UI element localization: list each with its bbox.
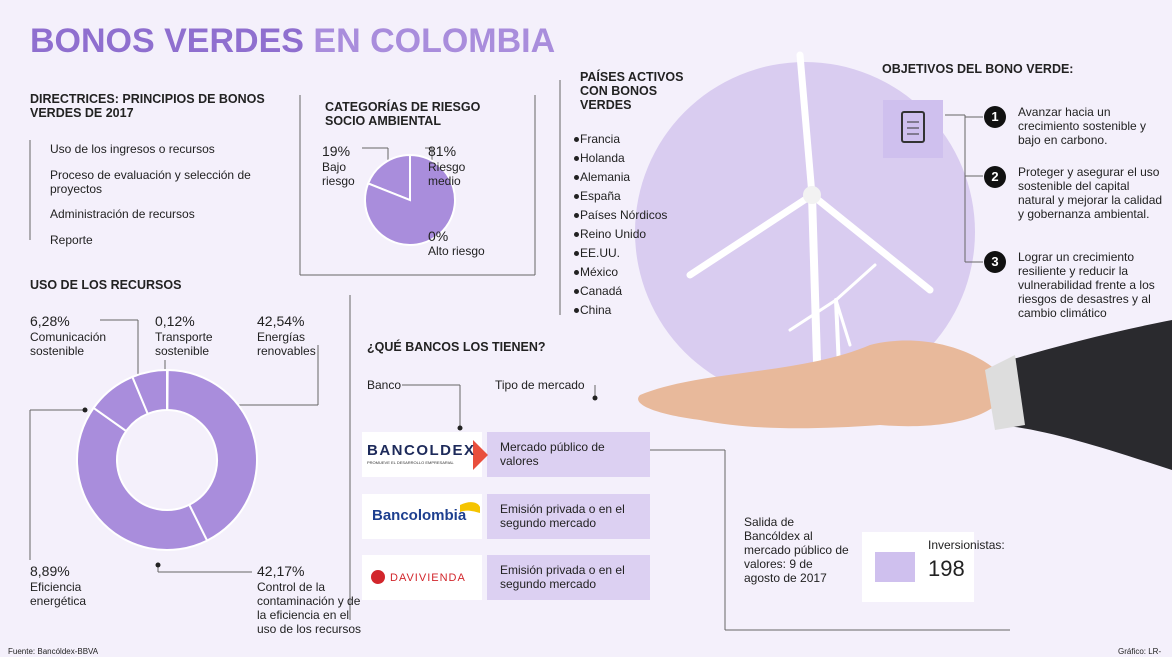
label: Comunicación sostenible bbox=[30, 330, 107, 358]
slice bbox=[364, 153, 456, 246]
bullet bbox=[574, 232, 579, 237]
value: 198 bbox=[928, 556, 965, 581]
section-title: DIRECTRICES: PRINCIPIOS DE BONOS VERDES … bbox=[30, 92, 265, 120]
label: Alto riesgo bbox=[428, 244, 485, 258]
bullet bbox=[574, 251, 579, 256]
value-label: 81% bbox=[428, 143, 457, 159]
section-title: CATEGORÍAS DE RIESGO SOCIO AMBIENTAL bbox=[325, 100, 481, 128]
title-main: BONOS VERDES bbox=[30, 22, 304, 60]
market-type: Emisión privada o en el segundo mercado bbox=[500, 502, 625, 530]
slice bbox=[366, 153, 411, 202]
value-label: 19% bbox=[322, 143, 351, 159]
list-item: Reino Unido bbox=[580, 227, 647, 241]
list-item: Holanda bbox=[580, 151, 625, 165]
objective-text: Lograr un crecimiento resiliente y reduc… bbox=[1018, 250, 1155, 320]
bank-logo: Bancolombia bbox=[372, 507, 467, 524]
slice bbox=[166, 368, 258, 542]
section-title: ¿QUÉ BANCOS LOS TIENEN? bbox=[367, 340, 546, 354]
label: Eficiencia energética bbox=[30, 580, 87, 608]
title: BONOS VERDES EN COLOMBIA bbox=[30, 22, 555, 60]
list-item: Proceso de evaluación y selección de pro… bbox=[50, 168, 251, 196]
column-header: Banco bbox=[367, 378, 402, 392]
bullet bbox=[574, 213, 579, 218]
label: Control de la contaminación y de la efic… bbox=[257, 580, 362, 636]
column-header: Tipo de mercado bbox=[495, 378, 585, 392]
market-type: Mercado público de valores bbox=[500, 440, 605, 468]
note: Salida de Bancóldex al mercado público d… bbox=[744, 515, 849, 585]
value-label: 0% bbox=[428, 228, 449, 244]
label: Bajo riesgo bbox=[322, 160, 355, 188]
list-item: Países Nórdicos bbox=[580, 208, 668, 222]
list-item: Alemania bbox=[580, 170, 631, 184]
bullet bbox=[574, 308, 579, 313]
slice bbox=[76, 406, 209, 551]
list-item: Canadá bbox=[580, 284, 623, 298]
list-item: España bbox=[580, 189, 621, 203]
source: Fuente: Bancóldex-BBVA bbox=[8, 647, 99, 656]
section-title: USO DE LOS RECURSOS bbox=[30, 278, 182, 292]
bullet bbox=[574, 137, 579, 142]
number-badge: 1 bbox=[984, 106, 1006, 128]
list-item: México bbox=[580, 265, 619, 279]
bullet bbox=[574, 156, 579, 161]
slice bbox=[131, 368, 168, 416]
list-item: Administración de recursos bbox=[50, 207, 195, 221]
bullet bbox=[574, 194, 579, 199]
label: Transporte sostenible bbox=[155, 330, 213, 358]
bank-logo: BANCOLDEX bbox=[367, 442, 476, 459]
bullet bbox=[574, 175, 579, 180]
list-item: Reporte bbox=[50, 233, 93, 247]
value-label: 42,54% bbox=[257, 313, 305, 329]
title-rest: EN COLOMBIA bbox=[313, 22, 556, 60]
objective-text: Avanzar hacia un crecimiento sostenible … bbox=[1018, 105, 1147, 147]
value-label: 0,12% bbox=[155, 313, 195, 329]
label: Energías renovables bbox=[257, 330, 316, 358]
list-item: China bbox=[580, 303, 612, 317]
number-badge: 3 bbox=[984, 251, 1006, 273]
label: Riesgo medio bbox=[428, 160, 466, 188]
value-label: 8,89% bbox=[30, 563, 70, 579]
objective-text: Proteger y asegurar el uso sostenible de… bbox=[1018, 165, 1163, 221]
number-badge: 2 bbox=[984, 166, 1006, 188]
value-label: 42,17% bbox=[257, 563, 305, 579]
bullet bbox=[574, 289, 579, 294]
list-item: Uso de los ingresos o recursos bbox=[50, 142, 215, 156]
bullet bbox=[574, 270, 579, 275]
list-item: EE.UU. bbox=[580, 246, 621, 260]
bank-tagline: PROMUEVE EL DESARROLLO EMPRESARIAL bbox=[367, 460, 454, 465]
market-type: Emisión privada o en el segundo mercado bbox=[500, 563, 625, 591]
section-title: PAÍSES ACTIVOS CON BONOS VERDES bbox=[580, 70, 684, 112]
label: Inversionistas: bbox=[928, 538, 1005, 552]
list-item: Francia bbox=[580, 132, 621, 146]
credit: Gráfico: LR-GR bbox=[1118, 647, 1162, 657]
value-label: 6,28% bbox=[30, 313, 70, 329]
section-title: OBJETIVOS DEL BONO VERDE: bbox=[882, 62, 1074, 76]
bank-logo: DAVIVIENDA bbox=[390, 572, 466, 584]
